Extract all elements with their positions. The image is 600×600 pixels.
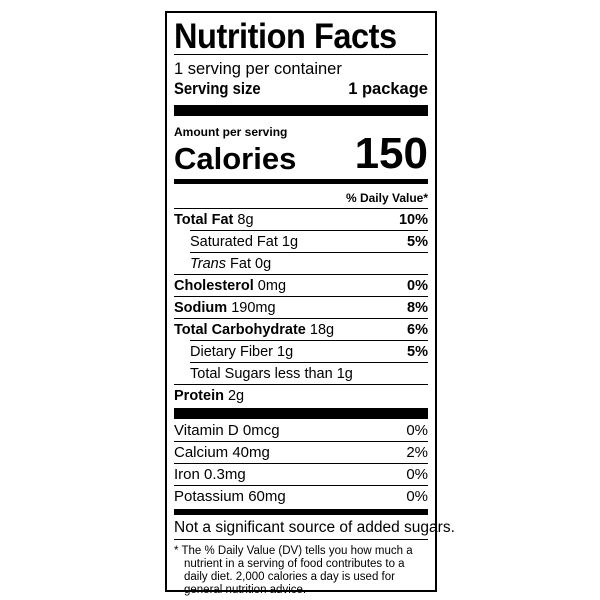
nutrient-name: Sodium	[174, 300, 228, 316]
calories-value: 150	[354, 129, 428, 178]
nutrient-daily-value: 5%	[407, 344, 428, 360]
divider	[174, 54, 428, 55]
vitamin-row: Calcium 40mg 2%	[174, 442, 428, 464]
nutrient-name: Total Sugars	[190, 366, 271, 382]
nutrient-name: Cholesterol	[174, 278, 254, 294]
nutrient-row: Cholesterol 0mg 0%	[174, 275, 428, 297]
label-title: Nutrition Facts	[174, 17, 397, 56]
nutrient-amount: 190mg	[231, 300, 276, 316]
vitamin-daily-value: 2%	[406, 444, 428, 461]
divider	[174, 463, 428, 464]
nutrient-row: Saturated Fat 1g 5%	[174, 231, 428, 253]
nutrient-row: Total Carbohydrate 18g 6%	[174, 319, 428, 341]
divider	[174, 384, 428, 385]
serving-size: Serving size 1 package	[174, 80, 428, 99]
vitamin-name: Potassium 60mg	[174, 488, 286, 505]
thick-divider	[174, 105, 428, 116]
nutrient-amount: 0g	[255, 256, 272, 272]
nutrient-row: Dietary Fiber 1g 5%	[174, 341, 428, 363]
vitamin-name: Iron 0.3mg	[174, 466, 246, 483]
serving-size-label: Serving size	[174, 80, 261, 98]
nutrient-name: Trans Fat	[190, 256, 251, 272]
nutrient-amount: 18g	[309, 322, 335, 338]
divider	[190, 362, 428, 363]
nutrient-amount: 1g	[281, 234, 299, 250]
added-sugars-note: Not a significant source of added sugars…	[174, 519, 455, 536]
nutrient-daily-value: 5%	[407, 234, 428, 250]
daily-value-header: % Daily Value*	[345, 191, 428, 205]
nutrition-facts-label: Nutrition Facts 1 serving per container …	[165, 11, 455, 596]
divider	[174, 296, 428, 297]
thick-divider	[174, 179, 428, 184]
nutrient-name: Saturated Fat	[190, 234, 278, 250]
divider	[174, 274, 428, 275]
nutrient-amount: 8g	[237, 212, 254, 228]
nutrient-amount: 1g	[277, 344, 294, 360]
nutrient-name: Dietary Fiber	[190, 344, 273, 360]
serving-size-value: 1 package	[348, 80, 428, 98]
nutrient-row: Protein 2g	[174, 385, 428, 407]
vitamin-daily-value: 0%	[406, 488, 428, 505]
nutrient-daily-value: 10%	[398, 212, 428, 228]
divider	[174, 485, 428, 486]
thick-divider	[174, 509, 428, 515]
nutrient-daily-value: 0%	[407, 278, 428, 294]
divider	[190, 340, 428, 341]
amount-per-serving: Amount per serving	[174, 125, 288, 139]
footnote: * The % Daily Value (DV) tells you how m…	[174, 545, 413, 596]
thick-divider	[174, 408, 428, 419]
servings-per-container: 1 serving per container	[174, 60, 342, 78]
vitamin-name: Calcium 40mg	[174, 444, 270, 461]
nutrient-daily-value: 6%	[407, 322, 428, 338]
nutrient-row: Total Sugars less than 1g	[174, 363, 428, 385]
vitamin-row: Iron 0.3mg 0%	[174, 464, 428, 486]
nutrient-row: Trans Fat 0g	[174, 253, 428, 275]
nutrient-amount: less than 1g	[274, 366, 353, 382]
divider	[190, 230, 428, 231]
vitamin-daily-value: 0%	[406, 466, 428, 483]
nutrient-name: Total Carbohydrate	[174, 322, 306, 338]
nutrient-amount: 0mg	[257, 278, 287, 294]
divider	[174, 441, 428, 442]
nutrient-amount: 2g	[227, 388, 245, 404]
nutrient-row: Sodium 190mg 8%	[174, 297, 428, 319]
vitamin-daily-value: 0%	[406, 422, 428, 439]
nutrient-name: Protein	[174, 388, 224, 404]
vitamin-name: Vitamin D 0mcg	[174, 422, 280, 439]
nutrient-row: Total Fat 8g 10%	[174, 209, 428, 231]
divider	[190, 252, 428, 253]
vitamin-row: Potassium 60mg 0%	[174, 486, 428, 508]
nutrient-daily-value: 8%	[407, 300, 428, 316]
nutrient-name: Total Fat	[174, 212, 234, 228]
calories-label: Calories	[174, 141, 297, 176]
divider	[174, 318, 428, 319]
divider	[174, 208, 428, 209]
divider	[174, 539, 428, 540]
vitamin-row: Vitamin D 0mcg 0%	[174, 420, 428, 442]
